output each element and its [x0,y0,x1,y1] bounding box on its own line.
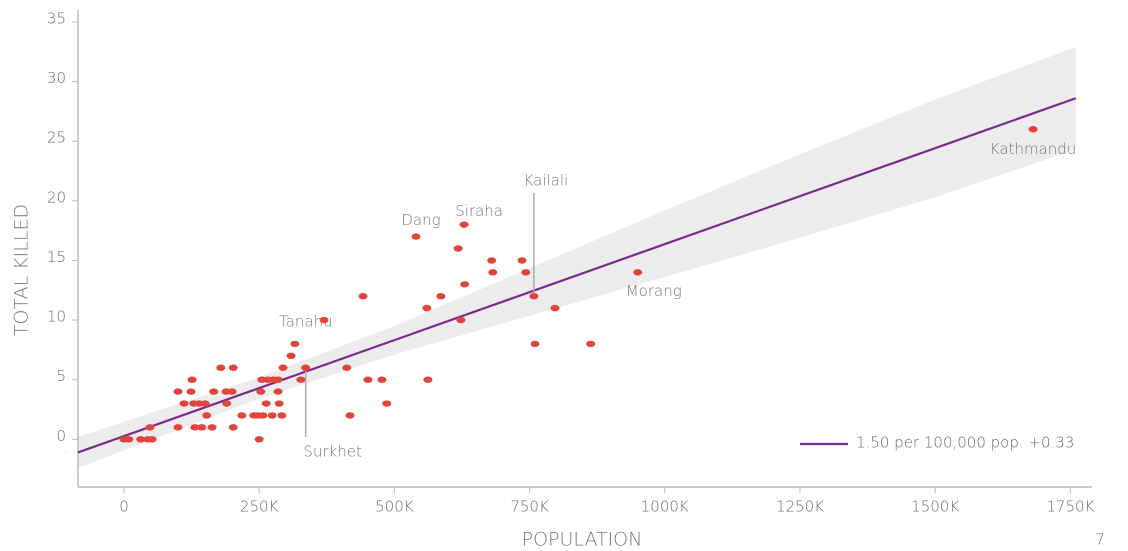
point [145,424,155,431]
point [319,316,329,324]
point [173,424,183,431]
point [456,316,466,324]
point [179,400,189,407]
point [422,304,432,312]
point [633,269,643,276]
y-tick-label: 35 [47,9,66,27]
point [254,436,264,443]
x-tick-label: 250K [240,498,279,516]
y-tick-label: 5 [56,367,66,385]
point-label: Surkhet [303,443,362,461]
y-tick-label: 10 [47,308,66,326]
point [278,364,288,371]
point [382,400,392,407]
point [550,304,560,312]
point [136,436,146,443]
point [423,376,433,383]
y-tick-label: 0 [56,427,66,445]
point [274,400,284,407]
point [488,269,498,276]
point [301,364,311,371]
point [459,221,469,228]
point [273,388,283,395]
point [1028,126,1038,133]
point [237,412,247,419]
point [190,424,200,431]
point [530,340,540,348]
point [173,388,183,395]
point [228,424,238,431]
page-number: 7 [1095,531,1105,549]
point [261,400,271,407]
x-tick-label: 0 [119,498,129,516]
point [586,340,596,348]
point [197,424,207,431]
point [200,400,210,407]
point [286,352,296,360]
x-axis-title: POPULATION [522,529,643,551]
y-tick-label: 20 [47,188,66,206]
point [453,245,463,252]
point [436,293,446,300]
y-tick-label: 15 [47,248,66,266]
point [187,376,197,383]
point [256,388,266,395]
point [529,293,539,300]
point [267,412,277,419]
point [521,269,531,276]
point [228,364,238,371]
point [258,412,268,419]
x-tick-label: 1750K [1046,498,1094,516]
point [411,233,421,240]
point [363,376,373,383]
point [345,412,355,419]
point [487,257,497,264]
point [227,388,237,395]
point-label: Dang [401,211,440,229]
point [296,376,306,383]
x-tick-label: 1250K [776,498,824,516]
point-label: Morang [626,282,682,300]
confidence-band [78,46,1076,468]
point [209,388,219,395]
y-tick-label: 30 [47,69,66,87]
point-label: Tanahu [279,312,333,330]
point-label: Kathmandu [990,140,1077,158]
y-tick-label: 25 [47,129,66,147]
fit-line [77,97,1077,454]
x-tick-label: 1000K [641,498,689,516]
point [358,293,368,300]
point [202,412,212,419]
legend-label: 1.50 per 100,000 pop. +0.33 [856,434,1074,452]
point-label: Kailali [524,172,569,190]
point [290,340,300,348]
point [186,388,196,395]
point [124,436,134,443]
point [207,424,217,431]
point-label: Siraha [455,202,503,220]
point [342,364,352,371]
x-tick-label: 750K [510,498,549,516]
point [147,436,157,443]
point [216,364,226,371]
x-tick-label: 1500K [911,498,959,516]
point [273,376,283,383]
point [277,412,287,419]
point [222,400,232,407]
x-tick-label: 500K [375,498,414,516]
y-axis-title: TOTAL KILLED [11,204,33,336]
point [377,376,387,383]
point [460,281,470,288]
point [517,257,527,264]
